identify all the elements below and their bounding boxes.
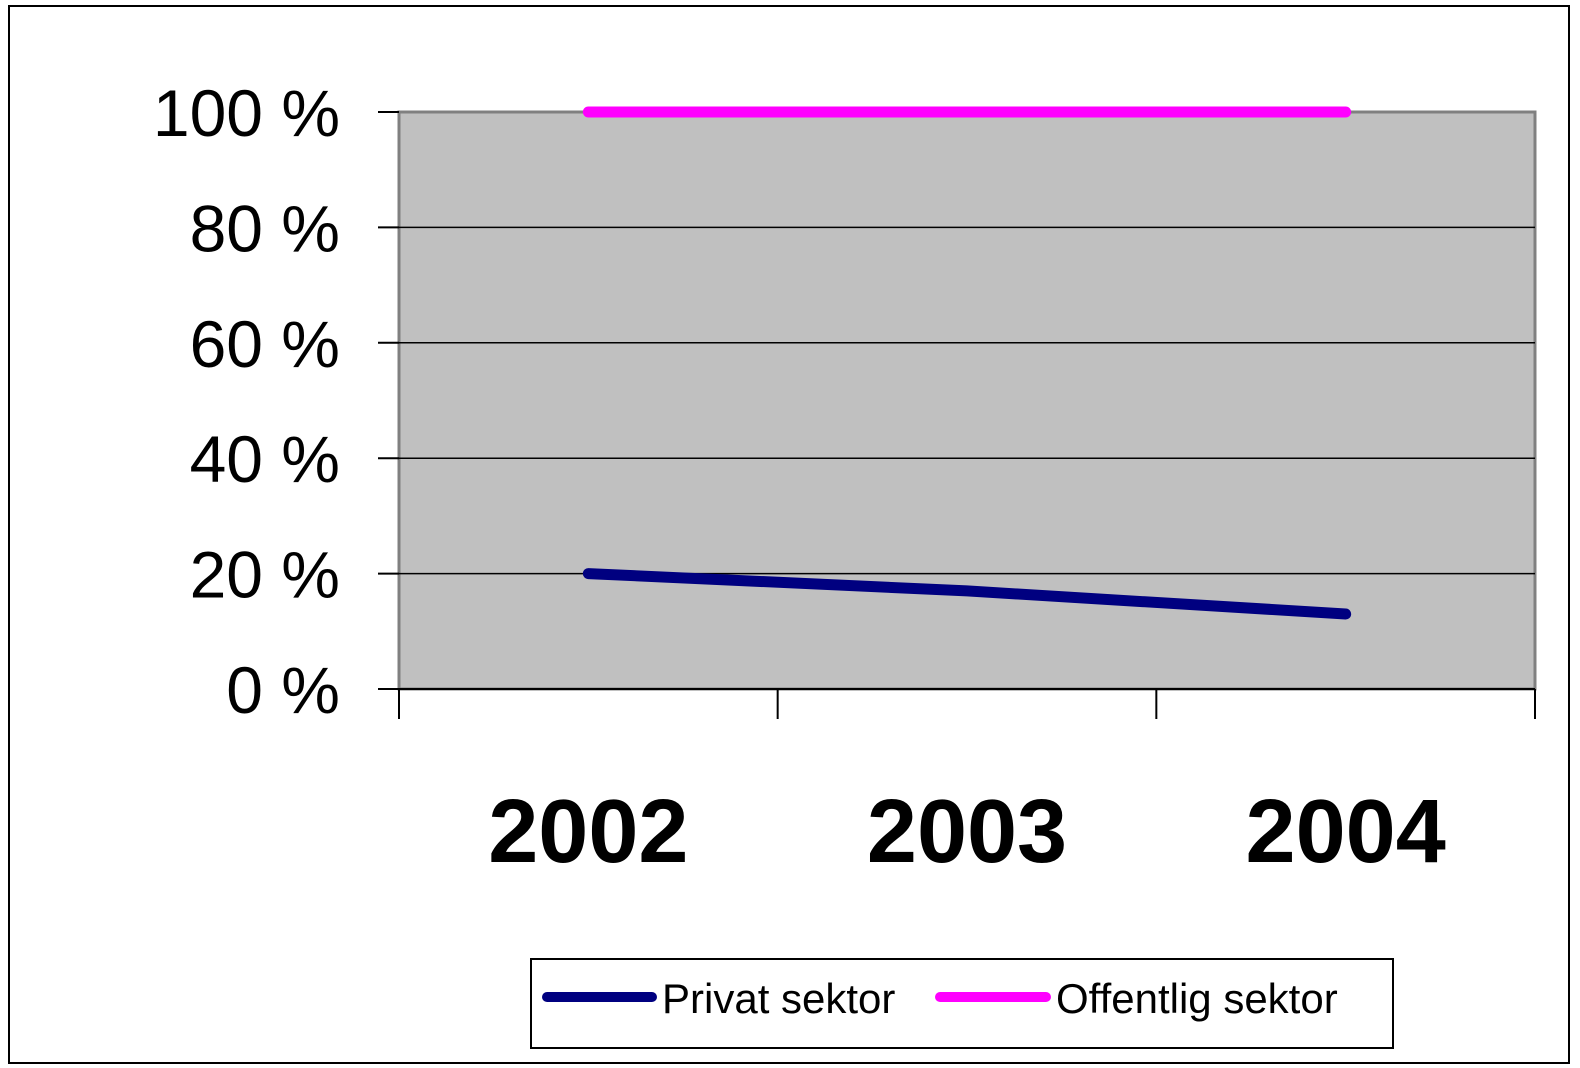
legend-label-offentlig-sektor: Offentlig sektor bbox=[1056, 975, 1338, 1022]
legend: Privat sektor Offentlig sektor bbox=[530, 958, 1394, 1049]
y-axis-tick-labels: 0 % 20 % 40 % 60 % 80 % 100 % bbox=[153, 76, 340, 727]
y-tick-label-2: 40 % bbox=[190, 422, 340, 496]
series-lines bbox=[582, 106, 1352, 620]
plot-area bbox=[397, 110, 1537, 691]
y-tick-label-5: 100 % bbox=[153, 76, 340, 150]
legend-label-privat-sektor: Privat sektor bbox=[662, 975, 895, 1022]
x-tick-label-2002: 2002 bbox=[488, 782, 688, 882]
y-tick-label-0: 0 % bbox=[226, 653, 340, 727]
x-tick-label-2004: 2004 bbox=[1246, 782, 1446, 882]
axes bbox=[378, 111, 1536, 719]
y-tick-label-3: 60 % bbox=[190, 307, 340, 381]
x-tick-label-2003: 2003 bbox=[867, 782, 1067, 882]
y-tick-label-4: 80 % bbox=[190, 191, 340, 265]
y-tick-label-1: 20 % bbox=[190, 538, 340, 612]
series-line-privat-sektor bbox=[582, 568, 1352, 620]
x-axis-tick-labels: 2002 2003 2004 bbox=[488, 782, 1446, 882]
legend-box bbox=[530, 958, 1394, 1049]
